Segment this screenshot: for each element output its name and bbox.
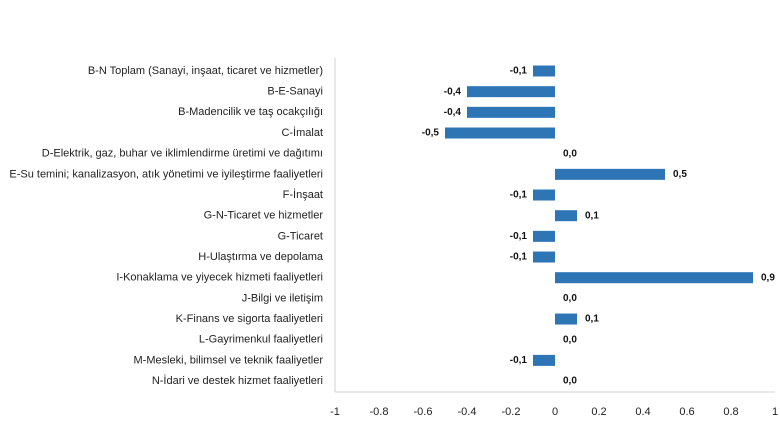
category-label: N-İdari ve destek hizmet faaliyetleri xyxy=(152,374,323,387)
data-label: 0,9 xyxy=(761,272,775,283)
bar xyxy=(533,65,555,77)
data-label: -0,1 xyxy=(510,190,528,201)
data-label: -0,4 xyxy=(444,107,462,118)
category-label: G-Ticaret xyxy=(278,230,323,242)
data-label: 0,1 xyxy=(585,314,599,325)
category-label: D-Elektrik, gaz, buhar ve iklimlendirme … xyxy=(42,148,323,160)
data-label: 0,5 xyxy=(673,169,687,180)
data-label: -0,4 xyxy=(444,86,462,97)
data-label: -0,5 xyxy=(422,128,440,139)
x-tick-label: -0.6 xyxy=(414,406,433,418)
data-label: -0,1 xyxy=(510,231,528,242)
data-label: -0,1 xyxy=(510,66,528,77)
category-label: L-Gayrimenkul faaliyetleri xyxy=(199,334,323,346)
x-tick-label: 0.2 xyxy=(591,406,606,418)
x-tick-label: 0.6 xyxy=(679,406,694,418)
data-label: -0,1 xyxy=(510,355,528,366)
bar xyxy=(533,230,555,242)
category-label: G-N-Ticaret ve hizmetler xyxy=(204,210,324,222)
data-label: -0,1 xyxy=(510,252,528,263)
bar xyxy=(467,106,555,118)
category-label: C-İmalat xyxy=(281,126,323,139)
bar xyxy=(555,168,665,180)
category-label: H-Ulaştırma ve depolama xyxy=(198,251,324,263)
category-label: I-Konaklama ve yiyecek hizmeti faaliyetl… xyxy=(116,272,323,284)
category-label: B-Madencilik ve taş ocakçılığı xyxy=(178,106,323,118)
data-label: 0,1 xyxy=(585,210,599,221)
x-tick-label: 0.4 xyxy=(635,406,650,418)
x-tick-label: 0.8 xyxy=(723,406,738,418)
category-label: B-N Toplam (Sanayi, inşaat, ticaret ve h… xyxy=(88,65,323,77)
category-label: J-Bilgi ve iletişim xyxy=(242,292,323,304)
category-label: E-Su temini; kanalizasyon, atık yönetimi… xyxy=(9,168,323,180)
data-label: 0,0 xyxy=(563,376,577,387)
bar xyxy=(533,189,555,201)
x-tick-label: 1 xyxy=(772,406,778,418)
data-label: 0,0 xyxy=(563,293,577,304)
category-label: K-Finans ve sigorta faaliyetleri xyxy=(176,313,323,325)
bar xyxy=(533,354,555,366)
bar xyxy=(445,127,555,139)
data-label: 0,0 xyxy=(563,334,577,345)
x-tick-label: -1 xyxy=(330,406,340,418)
bar xyxy=(533,251,555,263)
x-tick-label: -0.4 xyxy=(458,406,477,418)
data-label: 0,0 xyxy=(563,148,577,159)
category-label: M-Mesleki, bilimsel ve teknik faaliyetle… xyxy=(134,354,324,366)
bar xyxy=(467,86,555,98)
x-tick-label: -0.2 xyxy=(502,406,521,418)
x-tick-label: 0 xyxy=(552,406,558,418)
category-label: F-İnşaat xyxy=(283,188,323,201)
x-tick-label: -0.8 xyxy=(370,406,389,418)
bar xyxy=(555,210,577,222)
bar xyxy=(555,313,577,325)
category-label: B-E-Sanayi xyxy=(267,86,323,98)
bar xyxy=(555,272,753,284)
